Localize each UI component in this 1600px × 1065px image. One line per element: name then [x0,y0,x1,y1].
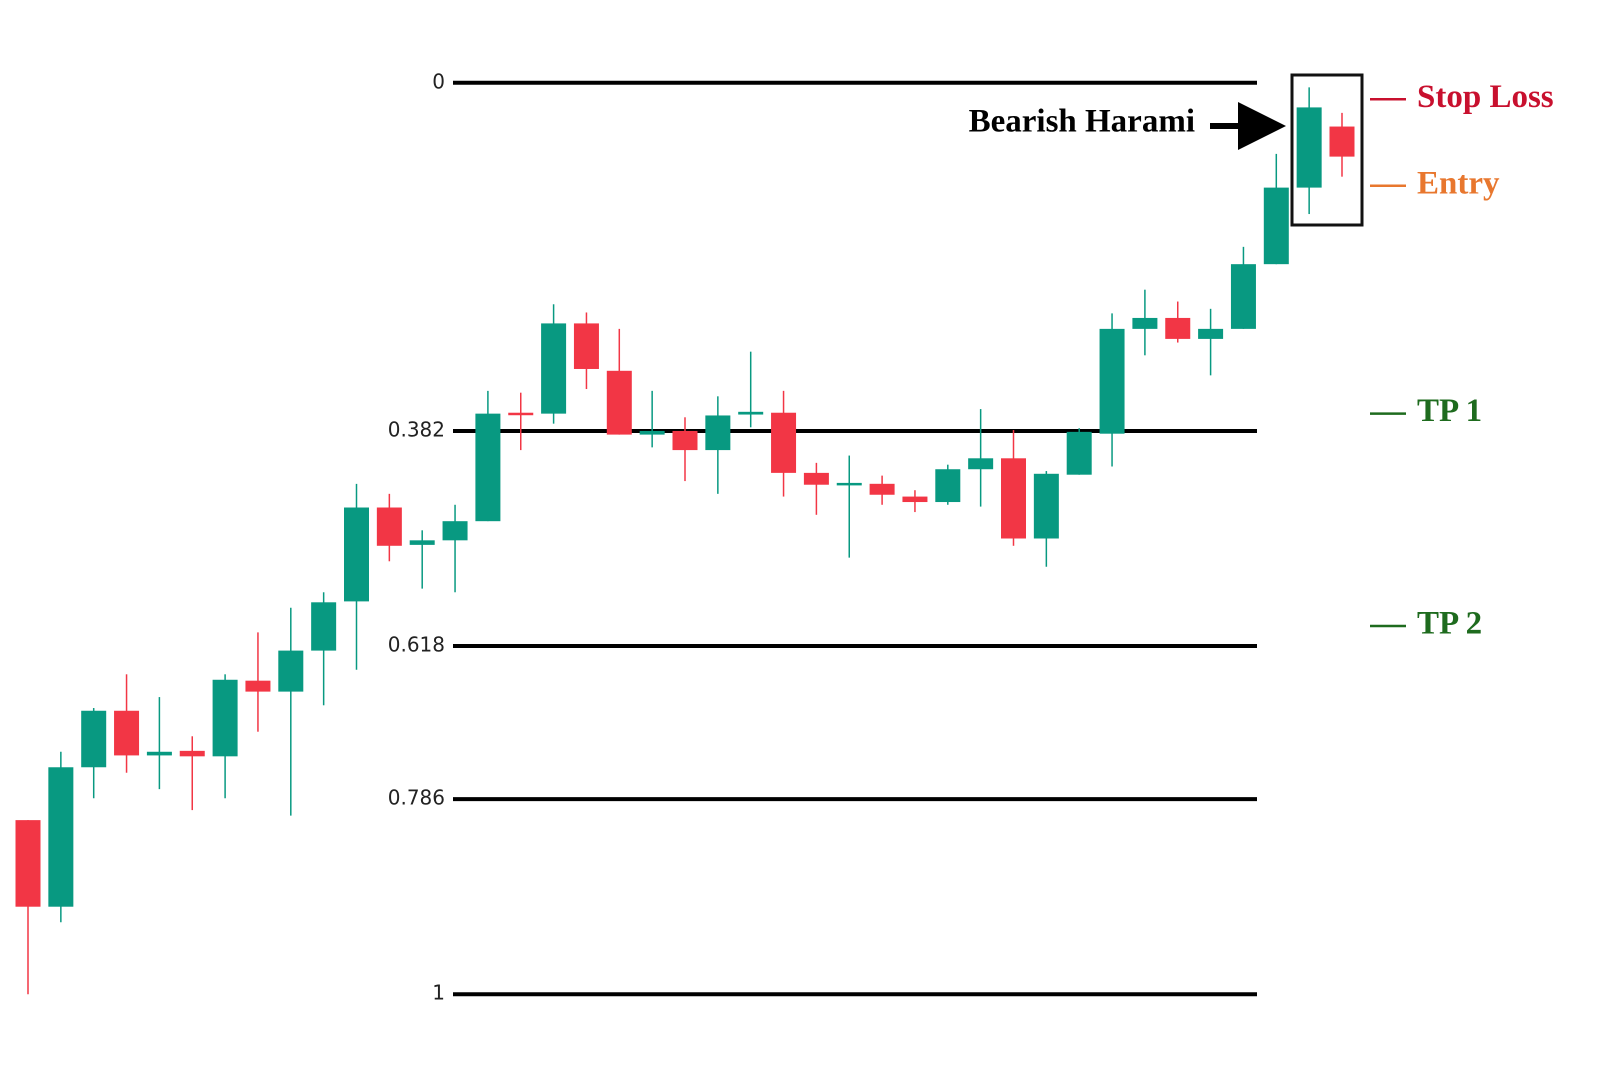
candle-body [738,411,764,415]
candle-body [48,767,74,907]
pattern-box [1290,73,1364,227]
candle-body [573,323,599,369]
candle-body [278,650,304,692]
candle-body [245,680,271,692]
candle-body [1263,187,1289,265]
candle-body [771,412,797,473]
y-tick-label: 1 [432,981,445,1005]
candle-body [1329,126,1355,157]
candle-body [1132,317,1158,329]
candle-body [409,540,435,545]
candle-body [311,602,337,651]
candle-body [114,710,140,756]
candle-body [508,412,534,416]
candle-body [541,323,567,414]
candle-body [15,820,41,907]
y-tick-label: 0.618 [388,633,445,657]
candle-body [475,413,501,522]
annotation-label: Entry [1417,165,1500,201]
y-tick-label: 0.382 [388,417,445,441]
candle-body [803,472,829,485]
candle-body [442,521,468,541]
annotation-label: TP 1 [1417,393,1482,429]
candle-body [672,430,698,451]
candle-body [902,496,928,503]
candle-body [376,507,402,546]
candle-body [146,751,172,756]
candle-body [705,415,731,451]
annotation-label: TP 2 [1417,606,1482,642]
candle-body [1001,458,1026,539]
candle-body [606,370,632,435]
candle-body [212,679,238,757]
candle-body [968,458,994,470]
y-tick-label: 0 [432,69,445,93]
candle-body [935,469,961,503]
candle-body [1296,107,1322,188]
candle-body [1165,317,1191,339]
candle-body [869,483,895,495]
candle-body [1198,328,1224,339]
candle-body [1033,473,1059,539]
candle-body [344,507,369,602]
candle-body [1066,431,1092,475]
candle-body [639,430,665,435]
candle-body [836,482,862,486]
annotation-label: Stop Loss [1417,79,1554,115]
candle-body [1099,328,1125,434]
candle-body [1230,264,1256,329]
candle-body [179,750,205,757]
candle-body [81,710,107,768]
y-tick-label: 0.786 [388,786,445,810]
pattern-label: Bearish Harami [969,104,1195,140]
